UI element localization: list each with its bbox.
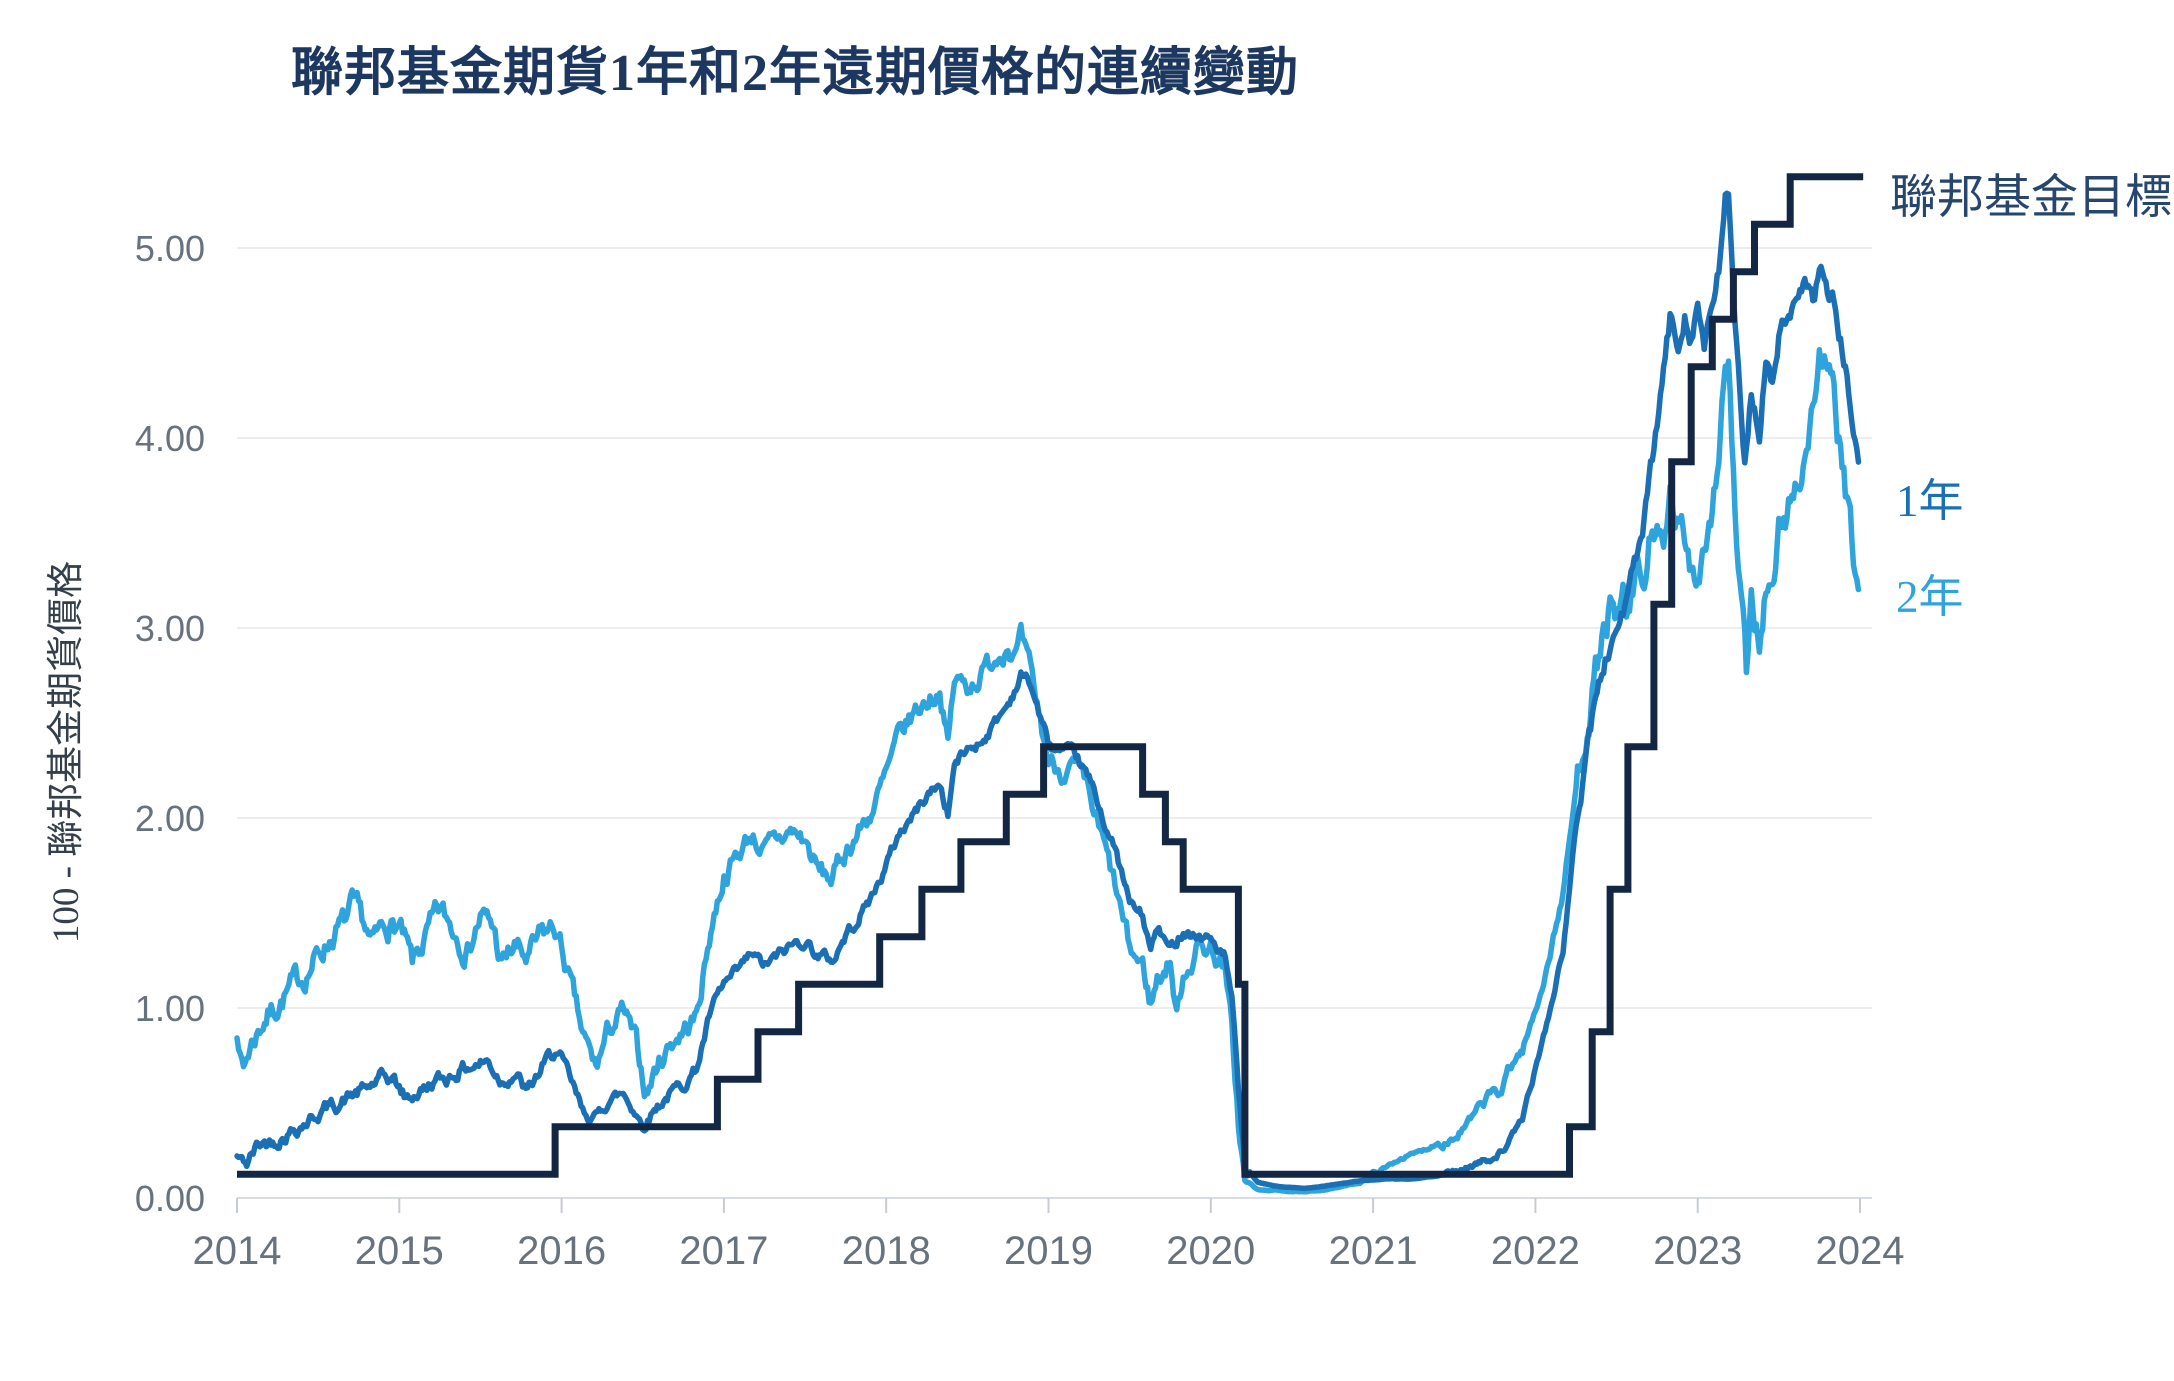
gridlines — [237, 247, 1872, 1199]
y-tick-label: 2.00 — [135, 798, 205, 839]
y-tick-label: 5.00 — [135, 228, 205, 269]
y-tick-label: 4.00 — [135, 418, 205, 459]
legend-label-fed-funds-target: 聯邦基金目標 — [1890, 172, 2172, 224]
x-tick-label: 2015 — [355, 1229, 444, 1273]
x-tick-label: 2019 — [1004, 1229, 1093, 1273]
x-tick-label: 2024 — [1816, 1229, 1905, 1273]
x-tick-label: 2020 — [1166, 1229, 1255, 1273]
x-tick-label: 2014 — [193, 1229, 282, 1273]
chart-title: 聯邦基金期貨1年和2年遠期價格的連續變動 — [290, 45, 1299, 102]
x-tick-label: 2018 — [842, 1229, 931, 1273]
y-tick-label: 0.00 — [135, 1178, 205, 1219]
x-tick-label: 2022 — [1491, 1229, 1580, 1273]
y-axis-title: 100 - 聯邦基金期貨價格 — [46, 560, 87, 944]
y-tick-label: 1.00 — [135, 988, 205, 1029]
y-axis-tick-labels: 0.00 1.00 2.00 3.00 4.00 5.00 — [135, 228, 205, 1219]
legend-label-1-year: 1年 — [1896, 476, 1964, 526]
series-step-fed-funds-target — [237, 173, 1864, 1178]
x-tick-label: 2016 — [517, 1229, 606, 1273]
x-tick-label: 2023 — [1653, 1229, 1742, 1273]
x-tick-label: 2021 — [1329, 1229, 1418, 1273]
series-line-1-year — [234, 190, 1862, 1192]
x-axis: 2014 2015 2016 2017 2018 2019 2020 2021 2022 2023… — [193, 1198, 1905, 1273]
x-tick-label: 2017 — [679, 1229, 768, 1273]
legend-label-2-year: 2年 — [1896, 572, 1964, 622]
y-tick-label: 3.00 — [135, 608, 205, 649]
